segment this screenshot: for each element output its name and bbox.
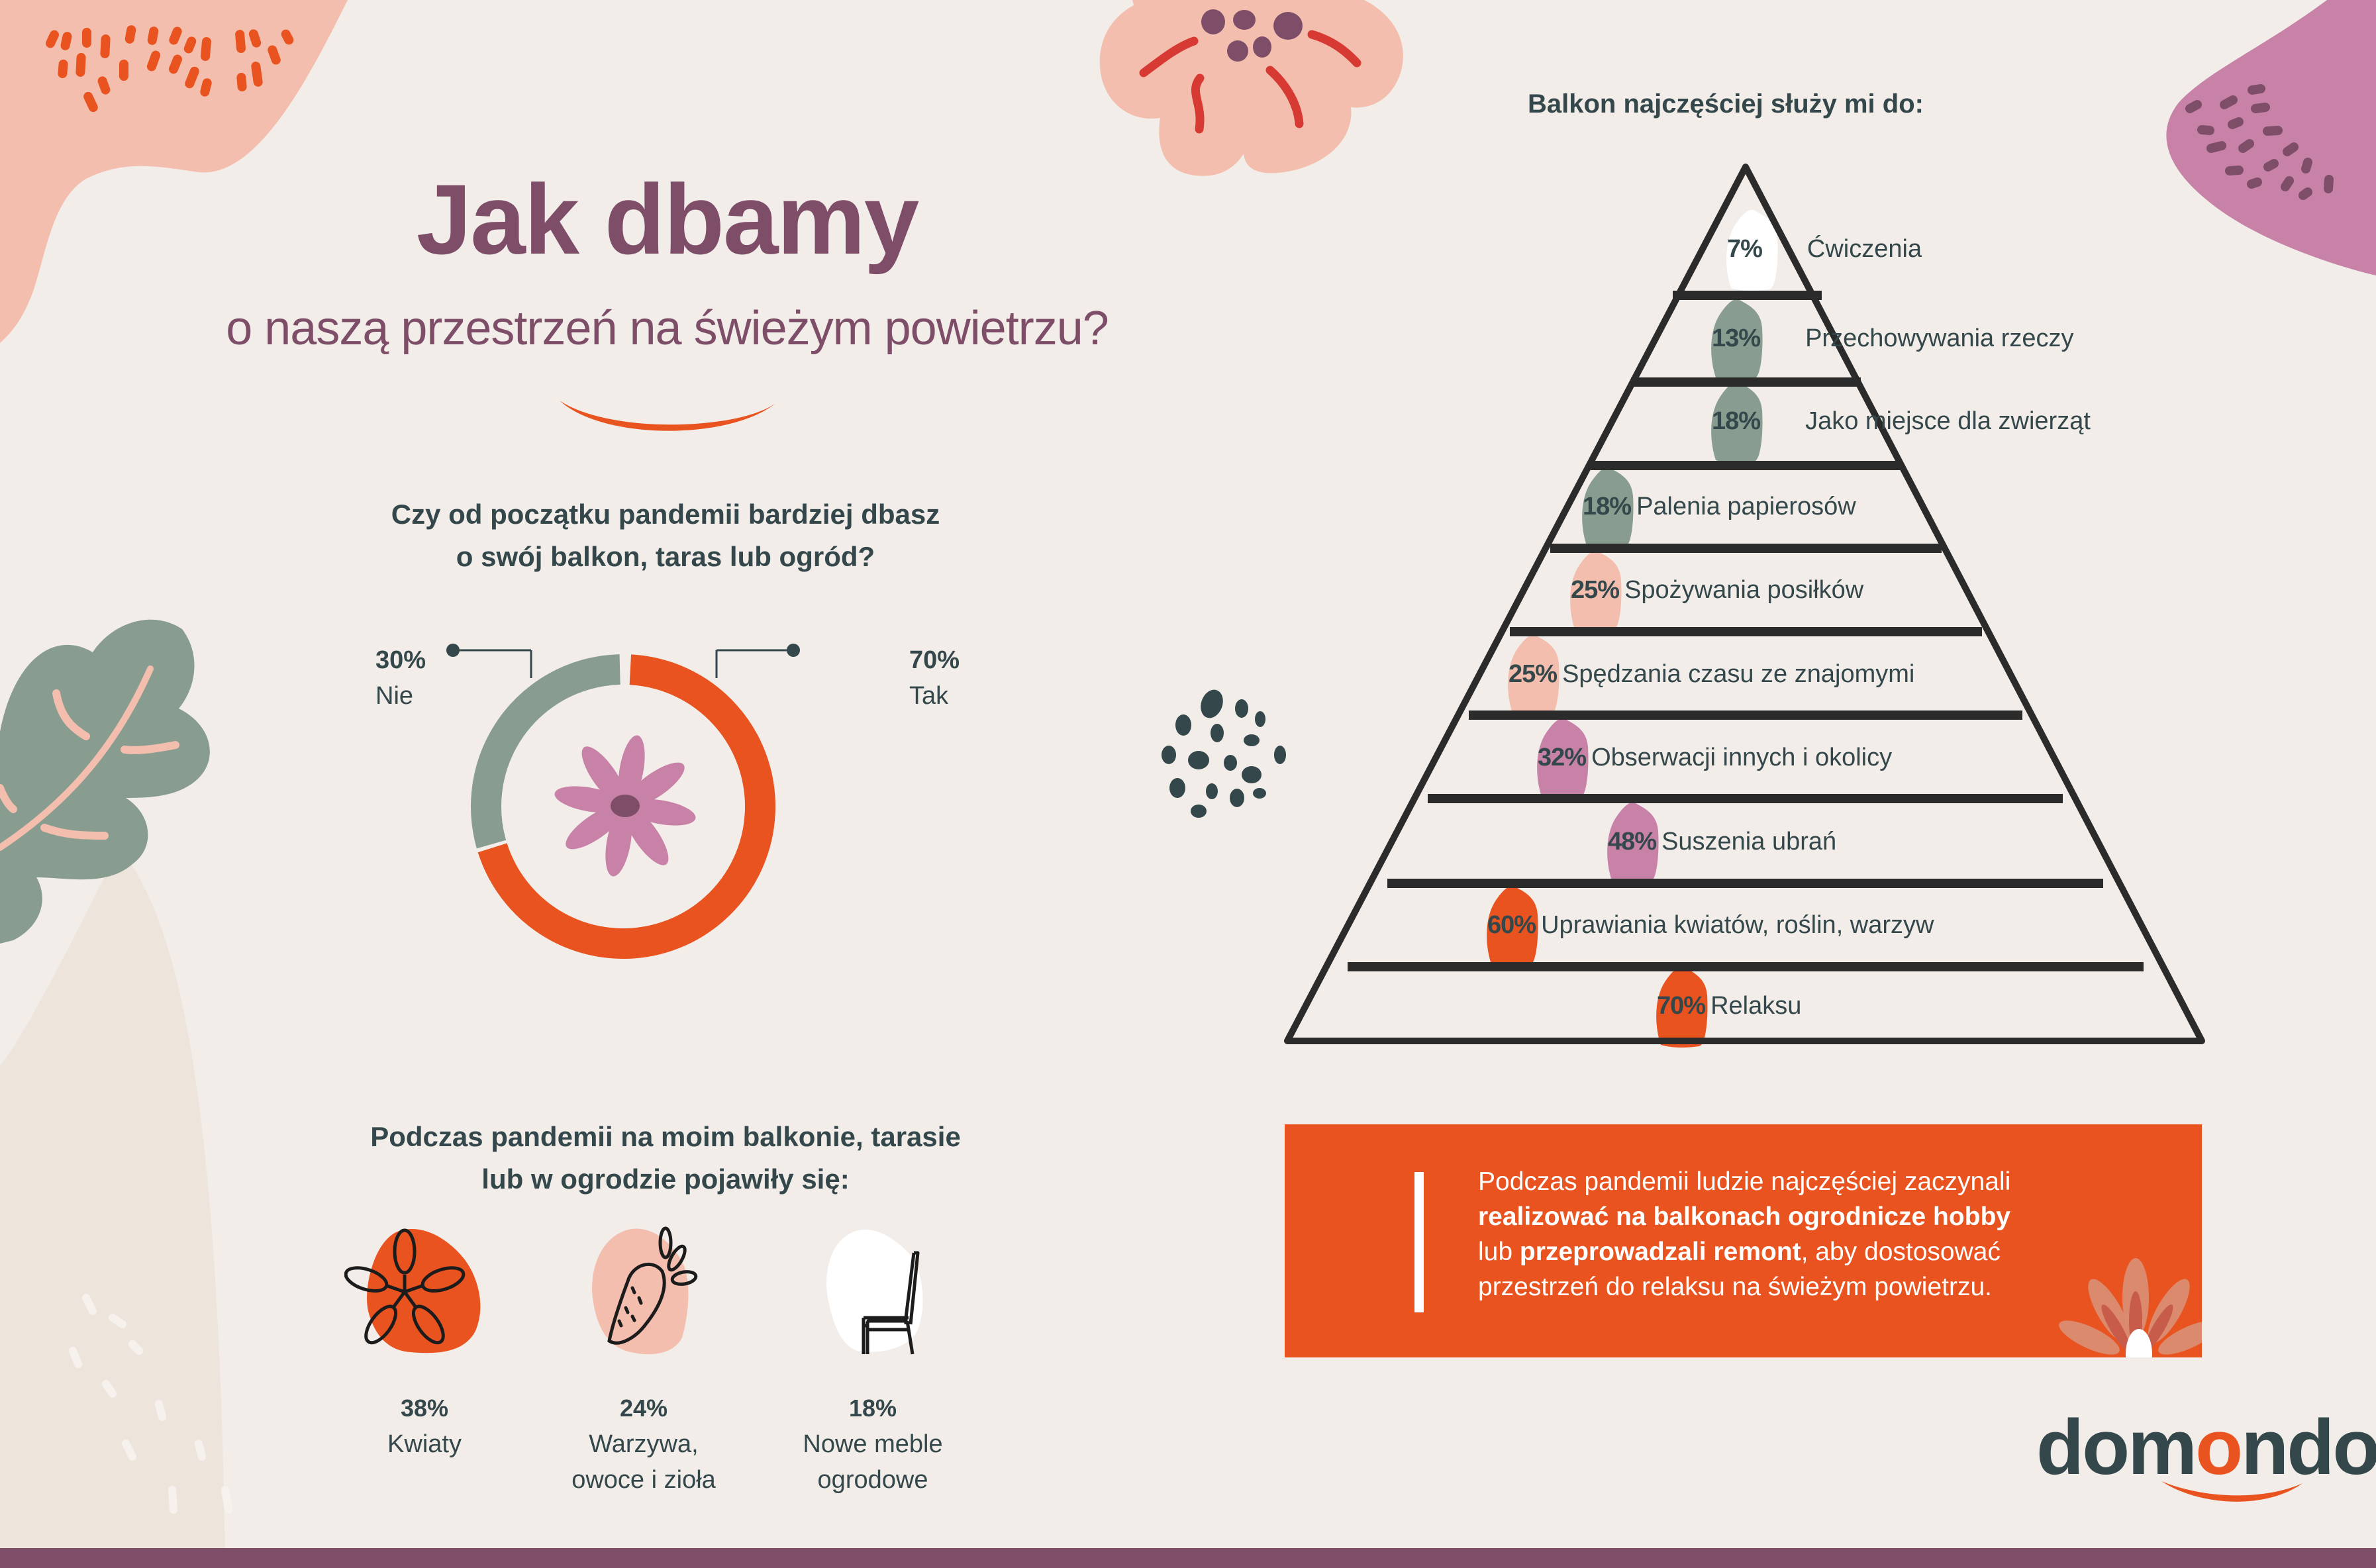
page-subtitle: o naszą przestrzeń na świeżym powietrzu?: [226, 302, 1109, 355]
logo-text-o: o: [2195, 1404, 2243, 1491]
item-furniture: 18% Nowe meble ogrodowe: [773, 1391, 972, 1498]
item-label-2: owoce i zioła: [571, 1466, 716, 1494]
donut-yes-segment: [471, 654, 775, 959]
smile-arc-icon: [560, 401, 775, 431]
pyramid-row-pets: 18% Jako miejsce dla zwierząt: [1711, 381, 2091, 464]
callout-line3b: , aby dostosować: [1801, 1238, 2001, 1266]
item-vegetables: 24% Warzywa, owoce i zioła: [544, 1391, 743, 1498]
item-pct: 18%: [848, 1395, 897, 1422]
donut-chart: [446, 644, 800, 959]
row-pct: 60%: [1487, 911, 1536, 939]
no-label: Nie: [375, 682, 414, 710]
item-label-2: ogrodowe: [817, 1466, 928, 1494]
pyramid-row-observation: 32% Obserwacji innych i okolicy: [1537, 718, 1893, 800]
flower-icon: [344, 1228, 481, 1353]
pink-flower-top-decoration: [1099, 0, 1403, 176]
pyramid-row-gardening: 60% Uprawiania kwiatów, roślin, warzyw: [1487, 885, 1934, 967]
item-label: Warzywa,: [589, 1430, 699, 1458]
item-pct: 24%: [619, 1395, 668, 1422]
row-pct: 25%: [1509, 660, 1558, 688]
page-title: Jak dbamy: [416, 164, 919, 275]
row-pct: 48%: [1608, 828, 1657, 856]
yes-label: Tak: [909, 682, 949, 710]
row-pct: 13%: [1712, 324, 1761, 352]
callout-line4: przestrzeń do relaksu na świeżym powietr…: [1478, 1273, 1992, 1301]
leader-lines: [454, 649, 793, 678]
row-label: Suszenia ubrań: [1661, 828, 1837, 856]
row-label: Jako miejsce dla zwierząt: [1805, 407, 2091, 435]
pyramid-row-laundry: 48% Suszenia ubrań: [1607, 802, 1837, 884]
leader-dot-yes: [787, 644, 800, 657]
leaf-decoration-left: [0, 619, 225, 1568]
callout-text: Podczas pandemii ludzie najczęściej zacz…: [1478, 1164, 2140, 1304]
row-label: Palenia papierosów: [1636, 493, 1856, 520]
row-label: Ćwiczenia: [1807, 235, 1922, 263]
logo-smile-icon: [2161, 1481, 2302, 1502]
question2-heading: Podczas pandemii na moim balkonie, taras…: [291, 1116, 1040, 1200]
item-icons: [344, 1226, 923, 1355]
item-flowers: 38% Kwiaty: [325, 1391, 524, 1462]
footer-bar: [0, 1548, 2376, 1568]
pink-blob-top-right: [2166, 0, 2376, 275]
question1-heading: Czy od początku pandemii bardziej dbasz …: [291, 493, 1040, 578]
row-pct: 25%: [1571, 576, 1620, 604]
donut-label-no: 30% Nie: [375, 642, 426, 714]
row-label: Spożywania posiłków: [1624, 576, 1864, 604]
pyramid-chart: [1284, 164, 2205, 1044]
row-label: Obserwacji innych i okolicy: [1591, 744, 1893, 771]
pyramid-row-relax: 70% Relaksu: [1656, 966, 1802, 1048]
question1-line2: o swój balkon, taras lub ogród?: [456, 541, 875, 572]
chair-icon: [826, 1229, 923, 1355]
white-dashes-decoration: [69, 1294, 232, 1514]
no-pct: 30%: [375, 646, 426, 674]
row-label: Relaksu: [1710, 992, 1802, 1020]
dark-dots-decoration: [1162, 689, 1286, 818]
question1-line1: Czy od początku pandemii bardziej dbasz: [391, 499, 940, 530]
callout-bold2: przeprowadzali remont: [1519, 1238, 1801, 1266]
logo-text-ndo: ndo: [2241, 1404, 2376, 1491]
carrot-icon: [592, 1226, 698, 1355]
pyramid-row-storage: 13% Przechowywania rzeczy: [1711, 299, 2074, 381]
donut-no-segment: [471, 654, 775, 959]
row-label: Spędzania czasu ze znajomymi: [1562, 660, 1915, 688]
donut-label-yes: 70% Tak: [909, 642, 960, 714]
row-pct: 70%: [1657, 992, 1706, 1020]
row-pct: 32%: [1538, 744, 1587, 771]
item-pct: 38%: [400, 1395, 449, 1422]
flower-corner-icon: [2059, 1258, 2202, 1357]
pyramid-title: Balkon najczęściej służy mi do:: [1528, 89, 1924, 119]
row-pct: 18%: [1583, 493, 1632, 520]
callout-bar: [1414, 1172, 1424, 1312]
pyramid-row-friends: 25% Spędzania czasu ze znajomymi: [1508, 634, 1915, 716]
row-pct: 7%: [1727, 235, 1763, 263]
daisy-flower-icon: [554, 735, 696, 877]
orange-dashes-decoration: [46, 25, 294, 113]
yes-pct: 70%: [909, 646, 960, 674]
domondo-logo: domondo: [2036, 1402, 2376, 1493]
item-label: Nowe meble: [803, 1430, 943, 1458]
pyramid-row-exercise: 7% Ćwiczenia: [1726, 209, 1922, 291]
pyramid-row-smoking: 18% Palenia papierosów: [1582, 467, 1856, 549]
callout-box: Podczas pandemii ludzie najczęściej zacz…: [1285, 1124, 2202, 1357]
row-label: Uprawiania kwiatów, roślin, warzyw: [1541, 911, 1934, 939]
callout-line3a: lub: [1478, 1238, 1520, 1266]
question2-line1: Podczas pandemii na moim balkonie, taras…: [370, 1121, 961, 1152]
callout-line1: Podczas pandemii ludzie najczęściej zacz…: [1478, 1167, 2011, 1196]
row-label: Przechowywania rzeczy: [1805, 324, 2074, 352]
plum-dashes-decoration: [2185, 84, 2334, 200]
logo-text-dom: dom: [2036, 1404, 2197, 1491]
row-pct: 18%: [1712, 407, 1761, 435]
question2-line2: lub w ogrodzie pojawiły się:: [481, 1163, 850, 1195]
leader-dot-no: [446, 644, 460, 657]
callout-bold1: realizować na balkonach ogrodnicze hobby: [1478, 1202, 2010, 1231]
pyramid-row-meals: 25% Spożywania posiłków: [1570, 550, 1864, 632]
item-label: Kwiaty: [387, 1430, 462, 1458]
